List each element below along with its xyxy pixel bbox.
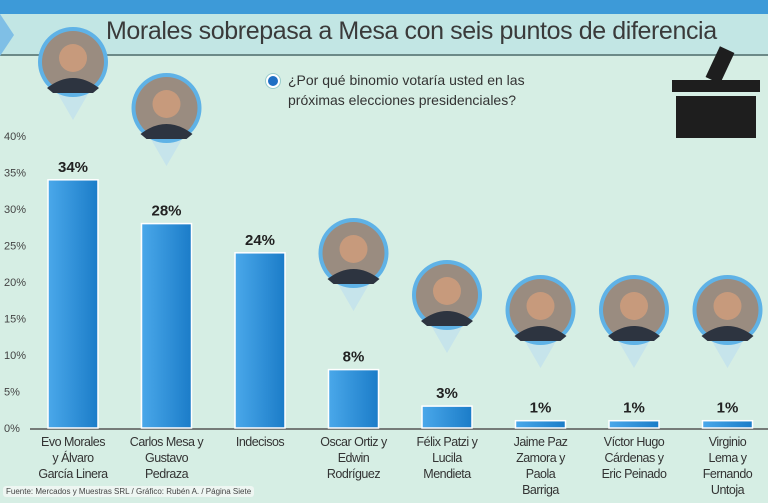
x-tick-label-line: Rodríguez xyxy=(326,467,381,481)
ballot-box-lid xyxy=(672,80,760,92)
x-tick-label-line: Indecisos xyxy=(235,435,285,449)
candidate-portrait xyxy=(505,275,576,368)
y-tick-label: 20% xyxy=(4,277,26,289)
bar xyxy=(234,252,286,429)
portrait-suit xyxy=(47,78,99,93)
title-band xyxy=(0,14,768,56)
ballot-paper xyxy=(705,46,735,84)
candidate-portrait xyxy=(38,27,108,120)
x-tick-label-line: Lema y xyxy=(708,451,748,465)
x-tick-label-line: Barriga xyxy=(522,483,559,497)
x-tick-label-line: Paola xyxy=(525,467,556,481)
portrait-face xyxy=(620,292,648,320)
x-tick-label-line: Lucila xyxy=(432,451,462,465)
portrait-face xyxy=(59,44,87,72)
x-tick-label-line: García Linera xyxy=(38,467,108,481)
candidate-portrait xyxy=(599,275,669,368)
x-tick-label: Carlos Mesa y Gustavo Pedraza xyxy=(127,434,207,482)
portrait-suit xyxy=(140,124,193,139)
question-text: ¿Por qué binomio votaría usted en las pr… xyxy=(288,72,525,108)
portrait-face xyxy=(713,292,742,320)
arrow-icon xyxy=(0,14,14,56)
x-tick-label: Indecisos xyxy=(220,434,300,450)
bar xyxy=(327,368,380,429)
x-tick-label-line: Félix Patzi y xyxy=(416,435,478,449)
bar xyxy=(701,419,754,429)
bar xyxy=(47,179,99,429)
candidate-portrait xyxy=(412,260,482,353)
x-tick-label-line: Oscar Ortiz y xyxy=(320,435,387,449)
bar xyxy=(608,419,660,429)
bar xyxy=(514,419,567,429)
x-tick-label-line: Jaime Paz xyxy=(513,435,568,449)
chart-title: Morales sobrepasa a Mesa con seis puntos… xyxy=(106,17,717,45)
x-tick-label-line: Pedraza xyxy=(144,467,189,481)
portrait-suit xyxy=(421,311,473,326)
top-bar xyxy=(0,0,768,14)
portrait-face xyxy=(339,235,368,263)
x-tick-label-line: Zamora y xyxy=(516,451,565,465)
x-tick-label-line: Virginio xyxy=(708,435,747,449)
x-tick-label-line: Víctor Hugo xyxy=(603,435,665,449)
x-tick-label-line: Untoja xyxy=(710,483,745,497)
data-label: 1% xyxy=(623,400,645,417)
candidate-portrait xyxy=(692,275,763,368)
y-tick-label: 0% xyxy=(4,423,20,435)
y-tick-label: 30% xyxy=(4,204,26,216)
x-tick-label: Evo Morales y Álvaro García Linera xyxy=(33,434,113,482)
ballot-box-icon xyxy=(672,46,760,138)
portrait-suit xyxy=(327,269,380,284)
portrait-suit xyxy=(701,326,754,341)
data-label: 28% xyxy=(151,203,181,220)
portrait-face xyxy=(433,277,461,305)
x-tick-label: Oscar Ortiz y Edwin Rodríguez xyxy=(314,434,394,482)
bar xyxy=(421,405,473,429)
data-label: 1% xyxy=(530,400,552,417)
x-tick-label: Virginio Lema y Fernando Untoja xyxy=(688,434,768,498)
bullet-icon xyxy=(266,74,280,88)
portrait-face xyxy=(526,292,555,320)
candidate-portrait xyxy=(318,218,389,311)
x-tick-label-line: Edwin xyxy=(337,451,370,465)
x-tick-label: Jaime Paz Zamora y Paola Barriga xyxy=(501,434,581,498)
data-label: 24% xyxy=(245,232,275,249)
x-tick-label-line: Gustavo xyxy=(144,451,189,465)
source-note: Fuente: Mercados y Muestras SRL / Gráfic… xyxy=(3,486,255,497)
y-tick-label: 35% xyxy=(4,168,26,180)
portrait-suit xyxy=(514,326,567,341)
data-label: 34% xyxy=(58,159,88,176)
y-tick-label: 5% xyxy=(4,387,20,399)
y-tick-label: 15% xyxy=(4,314,26,326)
bar xyxy=(140,222,193,429)
x-tick-label-line: Carlos Mesa y xyxy=(129,435,204,449)
candidate-portrait xyxy=(131,73,202,166)
x-tick-label-line: Mendieta xyxy=(423,467,471,481)
x-tick-label-line: Cárdenas y xyxy=(604,451,664,465)
ballot-box-body xyxy=(676,96,756,138)
x-tick-label: Víctor Hugo Cárdenas y Eric Peinado xyxy=(594,434,674,482)
x-tick-label-line: Eric Peinado xyxy=(601,467,667,481)
x-tick-label-line: y Álvaro xyxy=(52,451,94,465)
data-label: 8% xyxy=(343,349,365,366)
portrait-suit xyxy=(608,326,660,341)
x-tick-label-line: Fernando xyxy=(702,467,753,481)
x-tick-label: Félix Patzi y Lucila Mendieta xyxy=(407,434,487,482)
y-tick-label: 10% xyxy=(4,350,26,362)
data-label: 1% xyxy=(717,400,739,417)
y-tick-label: 25% xyxy=(4,241,26,253)
x-tick-label-line: Evo Morales xyxy=(41,435,105,449)
data-label: 3% xyxy=(436,385,458,402)
portrait-face xyxy=(152,90,181,118)
y-tick-label: 40% xyxy=(4,131,26,143)
